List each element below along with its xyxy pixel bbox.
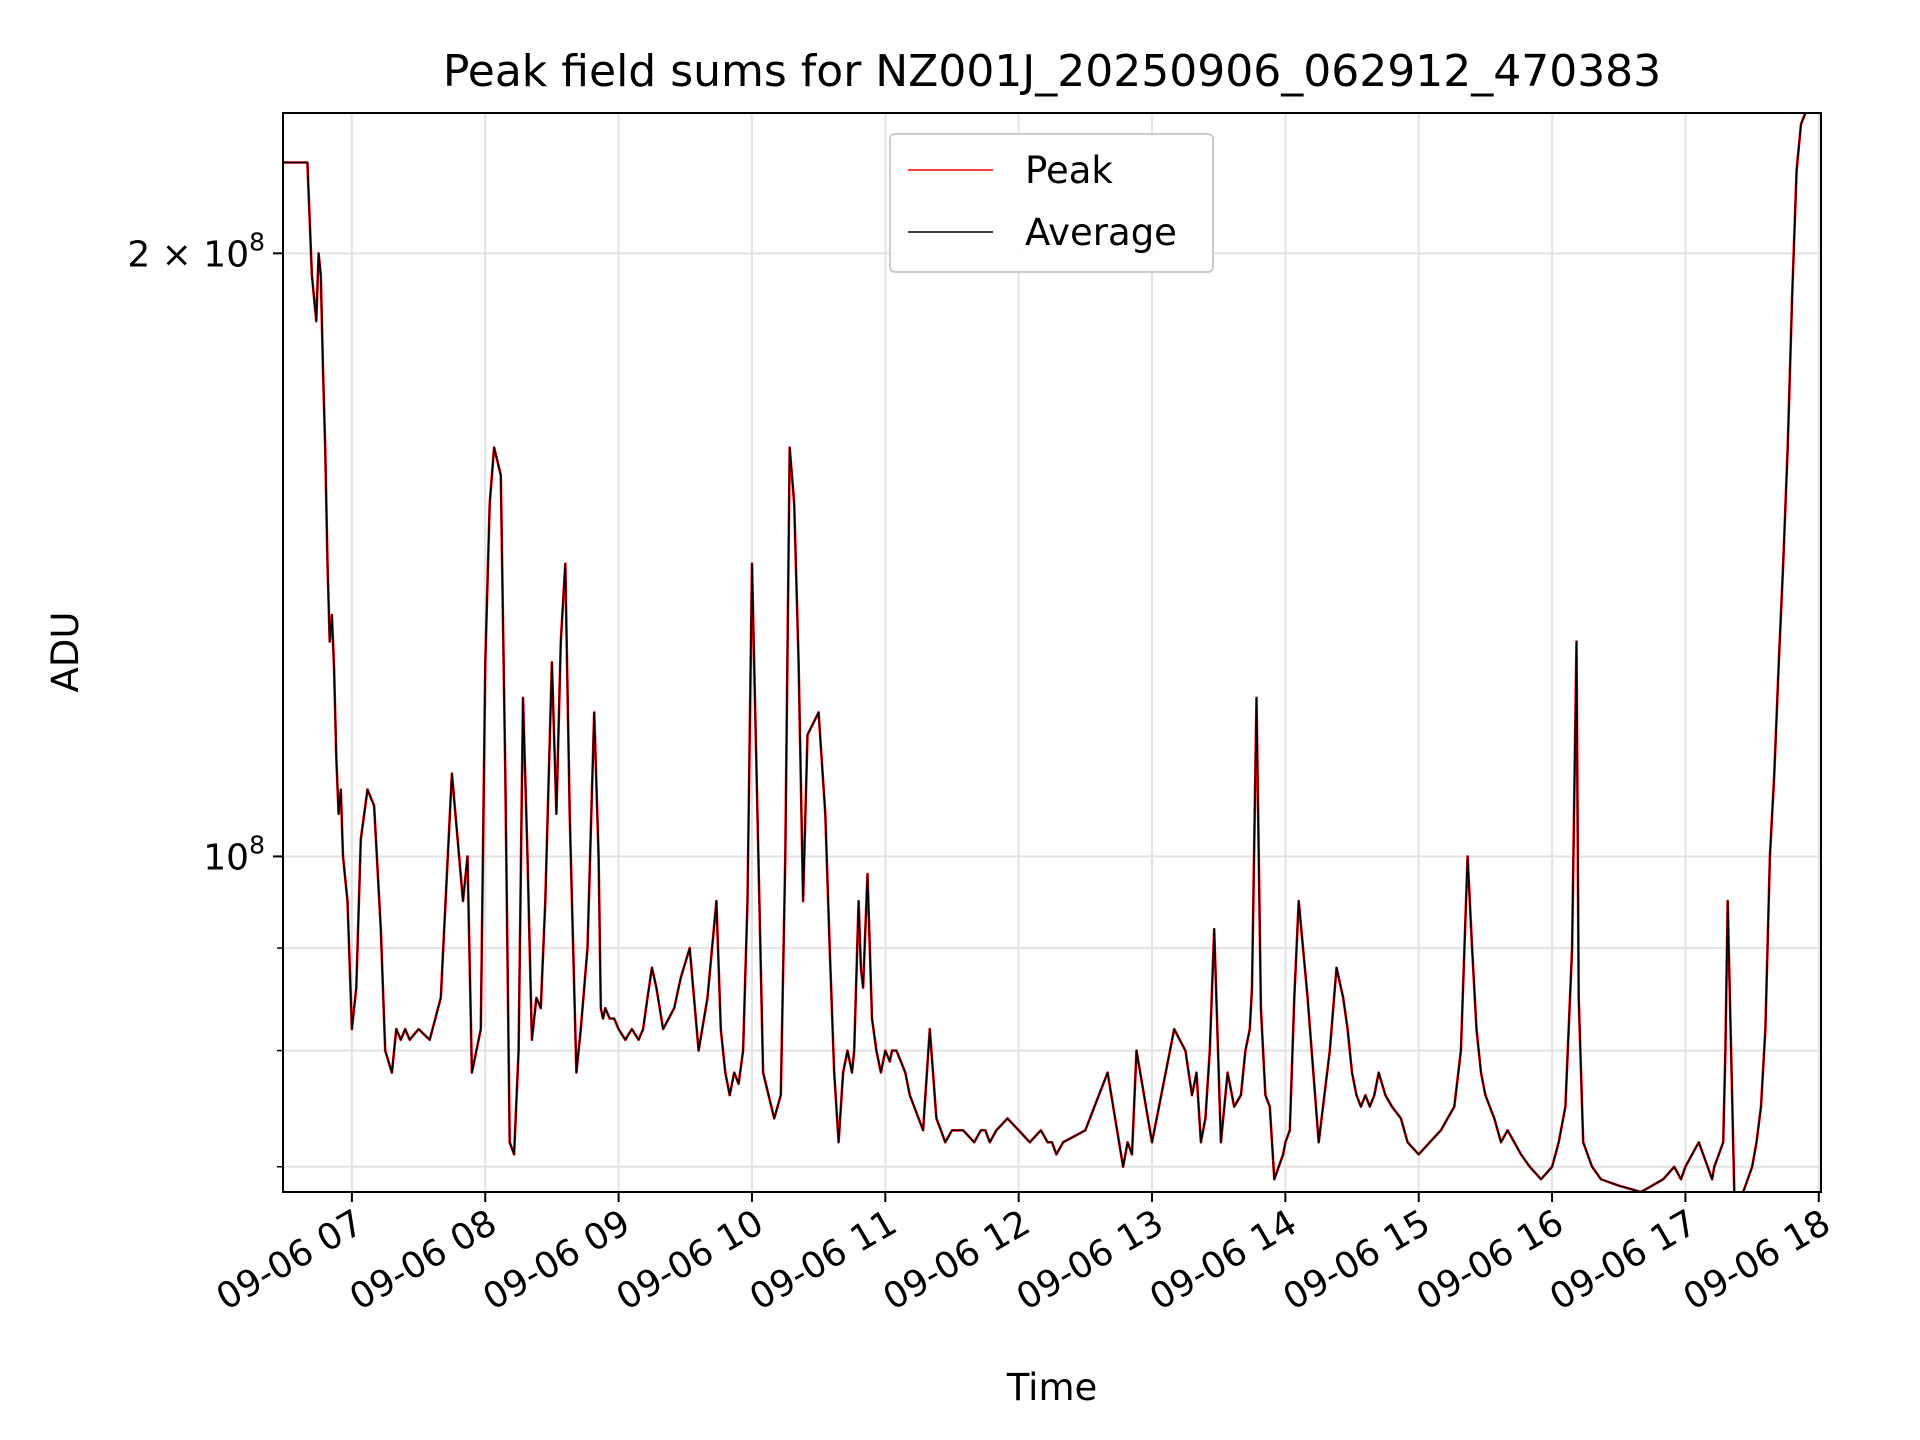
series-line-average xyxy=(283,113,1807,1192)
y-tick-label-base: 2 × 10 xyxy=(127,234,249,275)
plot-area xyxy=(283,113,1807,1192)
legend-label-peak: Peak xyxy=(1025,149,1113,192)
y-tick-label: 108 xyxy=(203,830,265,878)
y-tick-label-exponent: 8 xyxy=(249,830,265,859)
x-axis-title: Time xyxy=(1006,1366,1098,1409)
y-axis-title: ADU xyxy=(44,612,87,693)
legend-label-average: Average xyxy=(1025,211,1177,254)
legend: Peak Average xyxy=(889,133,1214,273)
legend-box xyxy=(889,133,1214,273)
chart-title: Peak field sums for NZ001J_20250906_0629… xyxy=(443,46,1661,97)
y-tick-label: 2 × 108 xyxy=(127,227,265,275)
axes-frame xyxy=(282,112,1822,1193)
grid xyxy=(283,113,1821,1192)
y-tick-label-exponent: 8 xyxy=(249,227,265,256)
y-tick-label-base: 10 xyxy=(203,837,249,878)
